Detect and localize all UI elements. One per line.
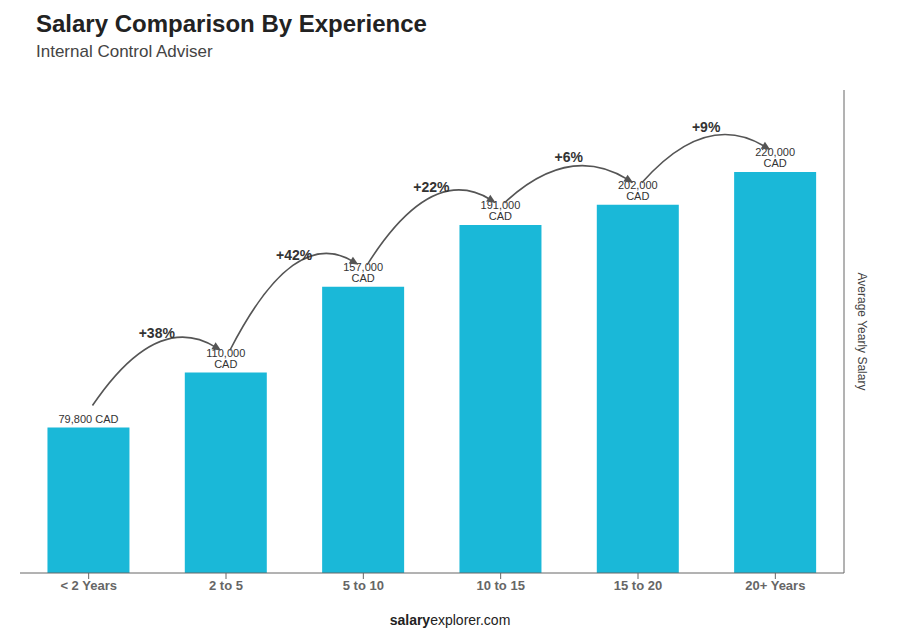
svg-text:157,000CAD: 157,000CAD (343, 261, 383, 284)
svg-text:191,000CAD: 191,000CAD (481, 199, 521, 222)
svg-text:220,000CAD: 220,000CAD (755, 146, 795, 169)
html-text:Salary Comparison By Experienc: Salary Comparison By Experience (36, 10, 427, 37)
svg-text:2 to 5: 2 to 5 (209, 578, 243, 593)
svg-text:110,000CAD: 110,000CAD (206, 347, 245, 370)
svg-text:15 to 20: 15 to 20 (614, 578, 662, 593)
svg-text:20+ Years: 20+ Years (745, 578, 805, 593)
svg-text:+42%: +42% (276, 247, 313, 263)
svg-text:< 2 Years: < 2 Years (60, 578, 117, 593)
svg-text:202,000CAD: 202,000CAD (618, 179, 658, 202)
svg-text:+9%: +9% (692, 119, 721, 135)
svg-text:Average Yearly Salary: Average Yearly Salary (855, 273, 869, 391)
svg-text:+38%: +38% (139, 325, 176, 341)
svg-text:10 to 15: 10 to 15 (476, 578, 524, 593)
html-text:salary explorer.com: salary explorer.com (389, 612, 511, 628)
svg-text:+22%: +22% (413, 179, 450, 195)
svg-text:79,800 CAD: 79,800 CAD (58, 413, 118, 425)
svg-text:+6%: +6% (555, 149, 584, 165)
svg-text:5 to 10: 5 to 10 (343, 578, 384, 593)
html-text:Internal Control Adviser: Internal Control Adviser (36, 42, 213, 61)
